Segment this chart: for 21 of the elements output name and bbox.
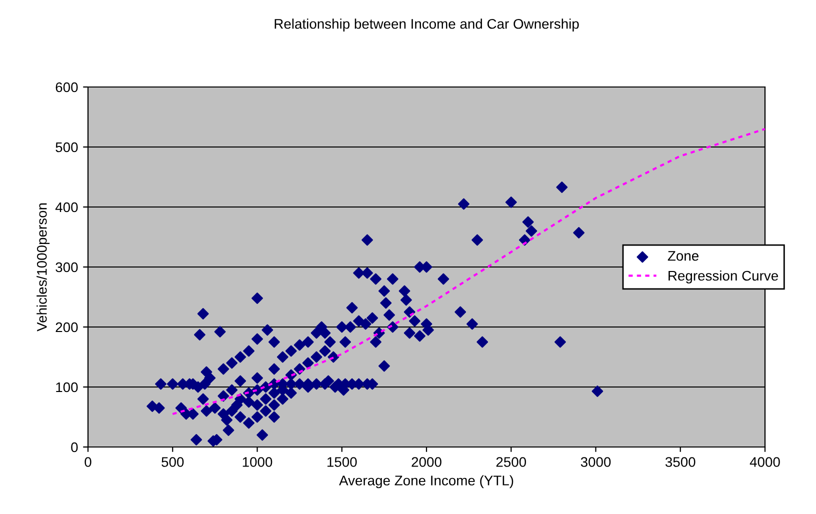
y-axis-title: Vehicles/1000person — [36, 203, 50, 332]
x-tick-label: 4000 — [750, 457, 780, 467]
legend-label: Zone — [668, 251, 698, 261]
x-tick-label: 0 — [84, 457, 92, 467]
y-tick-label: 400 — [55, 202, 78, 212]
y-tick-label: 500 — [56, 142, 78, 152]
x-tick-label: 500 — [162, 457, 184, 467]
y-tick-label: 200 — [56, 322, 78, 332]
x-axis-title: Average Zone Income (YTL) — [339, 475, 514, 488]
y-tick-label: 100 — [56, 382, 78, 392]
x-tick-label: 1500 — [327, 457, 357, 467]
y-tick-label: 600 — [56, 82, 78, 92]
chart-title: Relationship between Income and Car Ownership — [274, 18, 579, 32]
x-tick-label: 3500 — [665, 457, 696, 467]
x-tick-label: 2500 — [496, 457, 526, 467]
y-tick-label: 0 — [71, 442, 78, 452]
x-tick-label: 3000 — [580, 457, 611, 467]
x-tick-label: 2000 — [412, 457, 442, 467]
y-tick-label: 300 — [56, 262, 78, 272]
x-tick-label: 1000 — [242, 457, 272, 467]
legend-label: Regression Curve — [668, 270, 778, 284]
